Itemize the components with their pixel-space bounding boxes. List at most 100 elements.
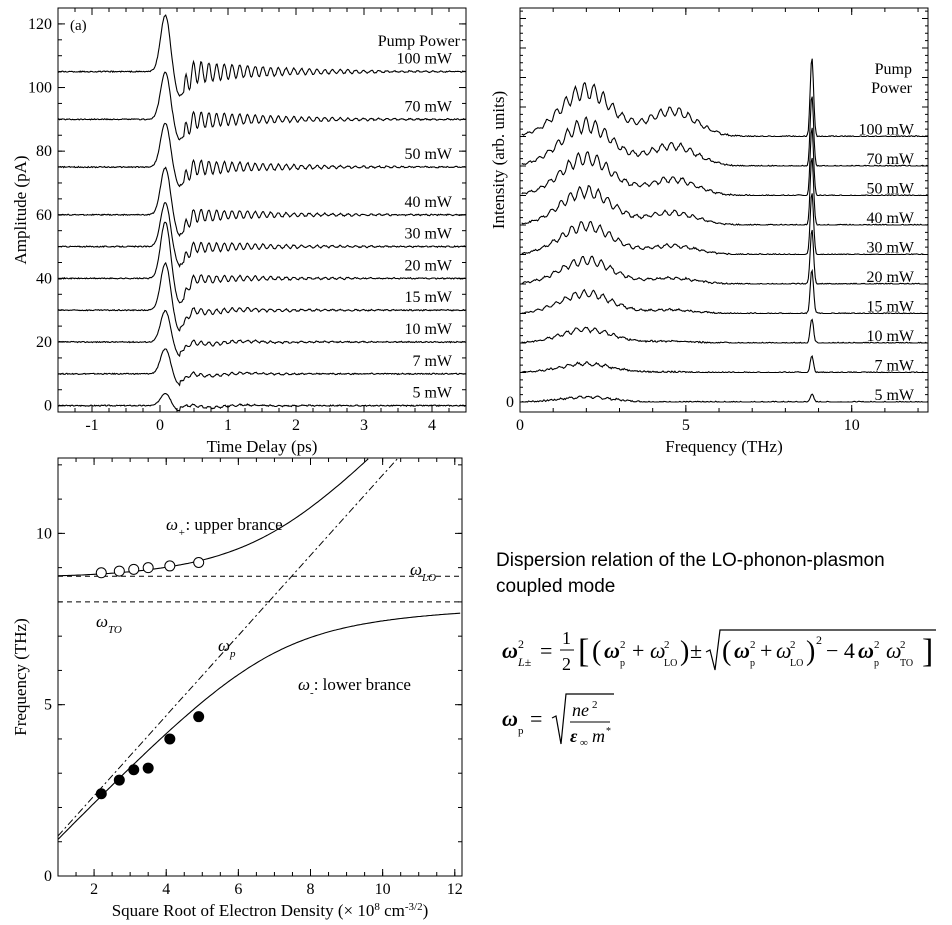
density-x-tick-label: 10 [375, 881, 391, 898]
time-trace-100mW [57, 14, 467, 97]
freq-c-y-tick-label: 0 [44, 868, 52, 885]
time-x-tick-label: -1 [85, 417, 98, 434]
upper-branch-point [193, 557, 205, 568]
spectrum-trace-10mW [521, 318, 928, 344]
time-series-label: 7 mW [412, 353, 452, 370]
time-series-label: 10 mW [404, 321, 452, 338]
spectrum-legend-title-line1: Pump [875, 61, 912, 78]
spectrum-series-label: 40 mW [866, 210, 914, 227]
svg-text:∞: ∞ [580, 737, 588, 749]
lower-branch-point [113, 774, 125, 786]
svg-text:]: ] [922, 633, 933, 670]
spectrum-trace-15mW [521, 268, 928, 315]
freq-x-tick-label: 0 [516, 417, 524, 434]
time-trace-5mW [57, 393, 467, 412]
time-y-tick-label: 60 [36, 207, 52, 224]
time-x-tick-label: 0 [156, 417, 164, 434]
plasma-frequency-line [57, 458, 398, 837]
time-x-tick-label: 2 [292, 417, 300, 434]
upper-branch-point [113, 565, 125, 577]
svg-text:L±: L± [517, 655, 532, 669]
density-x-tick-label: 6 [234, 881, 242, 898]
upper-branch-point [95, 567, 107, 579]
time-y-tick-label: 80 [36, 143, 52, 160]
spectrum-series-label: 100 mW [858, 122, 914, 139]
lower-branch-curve [57, 612, 461, 840]
spectrum-trace-70mW [521, 96, 928, 167]
time-trace-70mW [57, 71, 467, 141]
svg-text:2: 2 [790, 639, 796, 651]
svg-text:ne: ne [572, 700, 589, 720]
time-trace-7mW [57, 348, 467, 387]
svg-text:1: 1 [562, 628, 571, 648]
time-series-label: 100 mW [396, 51, 452, 68]
svg-text:LO: LO [664, 658, 677, 669]
density-x-tick-label: 12 [447, 881, 463, 898]
time-x-tick-label: 1 [224, 417, 232, 434]
freq-c-y-tick-label: 10 [36, 525, 52, 542]
spectrum-trace-50mW [521, 127, 929, 197]
svg-text:*: * [606, 726, 611, 737]
svg-text:2: 2 [518, 637, 524, 651]
spectrum-trace-30mW [521, 193, 928, 256]
svg-text:ω: ω [604, 638, 620, 663]
freq-c-y-tick-label: 5 [44, 697, 52, 714]
omega-to-label: ωTO [96, 612, 122, 636]
lower-branch-point [128, 764, 140, 776]
upper-branch-point [164, 560, 176, 572]
lower-branch-point [164, 733, 176, 745]
time-x-tick-label: 4 [428, 417, 436, 434]
time-trace-40mW [57, 166, 467, 237]
lower-branch-point [95, 788, 107, 800]
freq-c-y-axis-label: Frequency (THz) [11, 618, 30, 736]
spectrum-trace-7mW [521, 354, 928, 374]
freq-y-tick-label: 0 [506, 394, 514, 411]
spectrum-series-label: 70 mW [866, 151, 914, 168]
density-x-axis-label: Square Root of Electron Density (× 108 c… [112, 901, 429, 920]
dispersion-text-block: Dispersion relation of the LO-phonon-pla… [496, 548, 946, 759]
svg-text:=: = [530, 706, 542, 731]
time-series-label: 40 mW [404, 194, 452, 211]
spectrum-series-label: 20 mW [866, 269, 914, 286]
time-series-label: 15 mW [404, 289, 452, 306]
time-series-label: 5 mW [412, 385, 452, 402]
svg-text:− 4: − 4 [826, 638, 855, 663]
lower-branch-point [193, 711, 205, 723]
time-trace-15mW [57, 261, 467, 332]
spectrum-series-label: 30 mW [866, 240, 914, 257]
lower-branch-point [142, 762, 154, 774]
svg-text:=: = [540, 638, 552, 663]
svg-text:2: 2 [664, 639, 670, 651]
svg-text:+: + [760, 638, 772, 663]
spectrum-series-label: 7 mW [874, 358, 914, 375]
svg-text:2: 2 [900, 639, 906, 651]
upper-branch-curve [57, 458, 369, 577]
time-series-label: 50 mW [404, 146, 452, 163]
density-x-tick-label: 4 [162, 881, 170, 898]
svg-text:2: 2 [592, 699, 598, 711]
dispersion-description-line2: coupled mode [496, 576, 616, 597]
spectrum-trace-100mW [521, 58, 928, 138]
svg-text:p: p [518, 725, 524, 737]
svg-text:m: m [592, 726, 605, 746]
spectrum-legend-title-line2: Power [871, 80, 913, 97]
time-y-tick-label: 40 [36, 270, 52, 287]
time-y-tick-label: 20 [36, 334, 52, 351]
spectrum-series-label: 50 mW [866, 181, 914, 198]
time-trace-50mW [57, 122, 467, 188]
spectrum-series-label: 5 mW [874, 387, 914, 404]
svg-text:±: ± [690, 638, 702, 663]
dispersion-description-line1: Dispersion relation of the LO-phonon-pla… [496, 550, 885, 571]
svg-text:): ) [806, 636, 815, 667]
dispersion-panel-frame [57, 457, 463, 877]
svg-text:ω: ω [650, 638, 666, 663]
svg-text:2: 2 [874, 639, 880, 651]
time-x-axis-label: Time Delay (ps) [207, 437, 318, 456]
omega-p-label: ωp [218, 636, 236, 660]
density-x-tick-label: 2 [90, 881, 98, 898]
time-y-axis-label: Amplitude (pA) [11, 155, 30, 264]
time-x-tick-label: 3 [360, 417, 368, 434]
time-series-label: 20 mW [404, 257, 452, 274]
coupled-mode-formula: ω 2 L± = 1 2 [ ( ω 2 p + ω 2 LO ) ± ( ω … [502, 628, 936, 749]
